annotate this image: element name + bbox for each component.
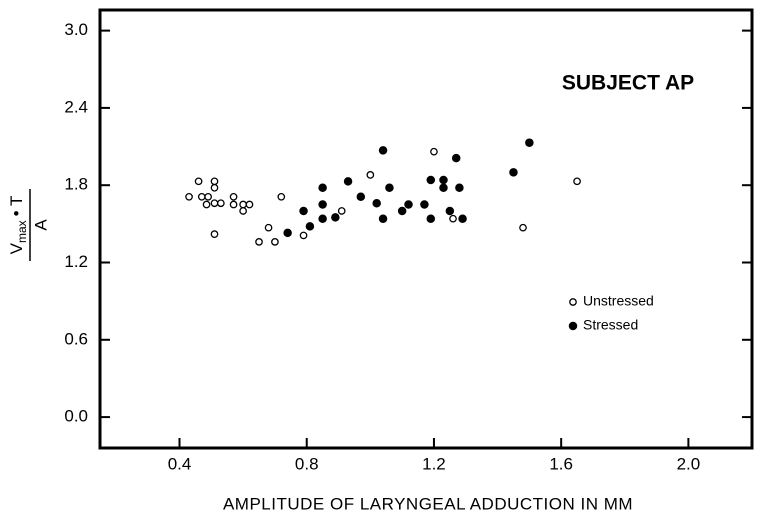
scatter-point xyxy=(277,192,286,201)
scatter-point xyxy=(525,138,534,147)
plot-frame xyxy=(98,8,754,450)
scatter-point xyxy=(245,200,254,209)
scatter-point xyxy=(449,214,457,223)
scatter-point xyxy=(229,192,238,201)
x-tick-label: 2.0 xyxy=(677,454,701,473)
x-axis-label: AMPLITUDE OF LARYNGEAL ADDUCTION IN MM xyxy=(223,494,633,513)
scatter-point xyxy=(372,198,381,208)
scatter-point xyxy=(299,231,308,240)
scatter-point xyxy=(439,183,448,193)
scatter-point xyxy=(210,177,219,186)
scatter-point xyxy=(299,206,308,216)
y-tick-label: 1.2 xyxy=(64,252,88,271)
scatter-point xyxy=(239,200,247,209)
scatter-point xyxy=(194,177,203,186)
scatter-point xyxy=(337,207,346,215)
scatter-point xyxy=(385,183,394,193)
scatter-point xyxy=(210,183,219,192)
scatter-point xyxy=(378,146,388,155)
scatter-point xyxy=(378,214,388,223)
y-tick-label: 3.0 xyxy=(64,20,88,39)
scatter-point xyxy=(458,214,467,223)
y-tick-label: 1.8 xyxy=(64,175,88,194)
y-label-base: V xyxy=(7,242,26,254)
legend-label: Stressed xyxy=(583,317,638,333)
scatter-point xyxy=(404,200,413,209)
scatter-point xyxy=(519,223,527,232)
scatter-point xyxy=(204,192,212,201)
scatter-point xyxy=(445,206,455,216)
y-tick-label: 0.0 xyxy=(64,407,88,426)
scatter-point xyxy=(426,175,436,185)
scatter-point xyxy=(217,199,225,208)
scatter-point xyxy=(356,192,366,202)
legend-label: Unstressed xyxy=(583,293,654,309)
scatter-point xyxy=(264,223,273,232)
scatter-point xyxy=(239,207,247,215)
y-label-numerator: Vmax • T xyxy=(7,196,29,255)
y-tick-label: 0.6 xyxy=(64,329,88,348)
x-tick-label: 1.2 xyxy=(422,454,446,473)
y-label-denominator: A xyxy=(31,219,50,231)
scatter-point xyxy=(455,183,464,193)
scatter-point xyxy=(426,214,436,223)
x-tick-label: 0.8 xyxy=(295,454,319,473)
scatter-point xyxy=(509,168,518,177)
scatter-point xyxy=(318,183,327,193)
legend-marker xyxy=(568,321,578,331)
scatter-point xyxy=(229,200,238,209)
scatter-point xyxy=(305,222,315,231)
scatter-point xyxy=(255,238,263,246)
y-tick-label: 2.4 xyxy=(64,97,88,116)
scatter-point xyxy=(271,238,279,246)
annotation: SUBJECT AP xyxy=(562,72,694,95)
scatter-point xyxy=(451,153,461,163)
scatter-point xyxy=(318,200,327,209)
scatter-point xyxy=(202,200,211,209)
scatter-point xyxy=(420,200,429,209)
scatter-point xyxy=(439,175,448,185)
scatter-point xyxy=(331,213,340,222)
scatter-point xyxy=(366,171,375,179)
scatter-point xyxy=(573,177,581,186)
y-label-rest: • T xyxy=(7,196,26,217)
scatter-point xyxy=(185,192,193,201)
scatter-point xyxy=(210,230,219,239)
scatter-point xyxy=(210,199,219,208)
scatter-point xyxy=(397,206,407,216)
x-tick-label: 0.4 xyxy=(168,454,192,473)
legend-marker xyxy=(569,298,577,306)
scatter-point xyxy=(283,228,292,238)
scatter-point xyxy=(430,147,438,156)
scatter-point xyxy=(197,192,206,201)
y-axis-label: Vmax • T A xyxy=(7,189,50,261)
x-tick-label: 1.6 xyxy=(549,454,573,473)
scatter-point xyxy=(343,177,353,186)
scatter-point xyxy=(318,214,327,223)
y-label-sub: max xyxy=(15,220,29,243)
